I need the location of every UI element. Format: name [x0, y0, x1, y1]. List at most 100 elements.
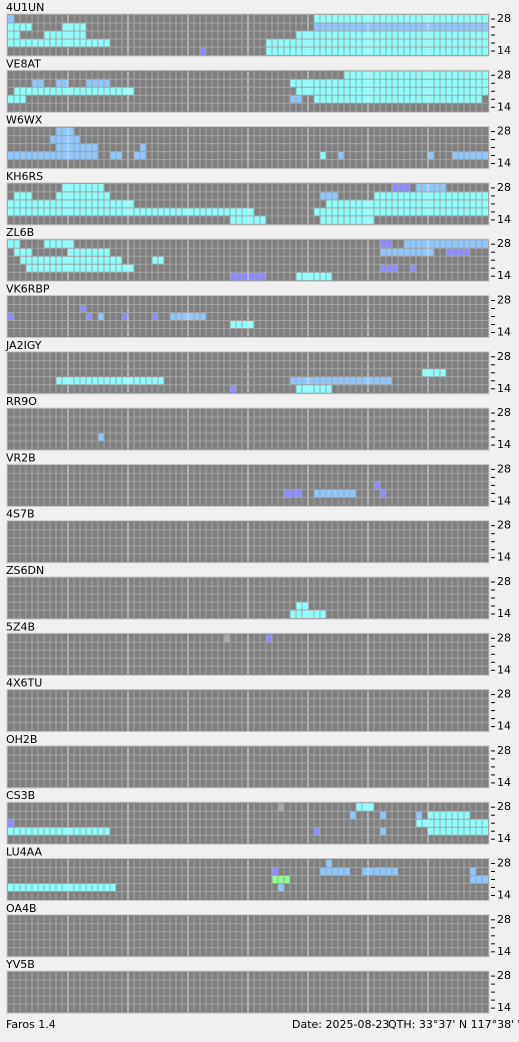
signal-cell: [230, 384, 236, 393]
band-label-bottom: 14: [497, 889, 511, 902]
signal-cell: [374, 191, 488, 200]
band-label-top: 28: [497, 857, 511, 870]
signal-cell: [62, 183, 104, 192]
signal-cell: [20, 256, 122, 265]
band-label-bottom: 14: [497, 100, 511, 113]
signal-cell: [8, 39, 110, 47]
signal-cell: [380, 811, 386, 820]
band-label-top: 28: [497, 519, 511, 532]
beacon-call: YV5B: [5, 958, 35, 971]
signal-cell: [98, 312, 104, 321]
signal-cell: [416, 183, 446, 192]
band-label-bottom: 14: [497, 326, 511, 339]
signal-cell: [68, 248, 110, 257]
band-label-top: 28: [497, 969, 511, 982]
beacon-call: ZL6B: [6, 226, 34, 239]
signal-cell: [272, 875, 290, 884]
signal-cell: [410, 264, 416, 273]
signal-cell: [80, 304, 86, 313]
band-label-bottom: 14: [497, 720, 511, 733]
signal-cell: [320, 151, 326, 160]
band-label-top: 28: [497, 631, 511, 644]
signal-cell: [284, 489, 302, 498]
band-label-top: 28: [497, 575, 511, 588]
beacon-call: W6WX: [6, 114, 43, 127]
band-label-bottom: 14: [497, 551, 511, 564]
beacon-call: LU4AA: [6, 846, 42, 859]
signal-cell: [290, 376, 392, 385]
signal-cell: [272, 867, 278, 876]
signal-cell: [44, 240, 74, 249]
signal-cell: [8, 15, 14, 23]
signal-cell: [314, 23, 488, 31]
band-label-bottom: 14: [497, 438, 511, 451]
band-label-top: 28: [497, 12, 511, 25]
signal-cell: [326, 859, 332, 868]
signal-cell: [392, 183, 410, 192]
beacon-call: OA4B: [6, 902, 37, 915]
signal-cell: [428, 811, 470, 820]
band-label-bottom: 14: [497, 382, 511, 395]
signal-cell: [8, 95, 26, 104]
signal-cell: [320, 191, 338, 200]
signal-cell: [56, 191, 110, 200]
signal-cell: [50, 135, 80, 144]
signal-cell: [200, 47, 206, 55]
band-label-bottom: 14: [497, 494, 511, 507]
beacon-call: VR2B: [6, 451, 36, 464]
band-label-bottom: 14: [497, 663, 511, 676]
band-label-top: 28: [497, 462, 511, 475]
signal-cell: [380, 248, 434, 257]
signal-cell: [14, 191, 32, 200]
signal-cell: [8, 312, 14, 321]
signal-cell: [8, 199, 134, 208]
signal-cell: [356, 803, 374, 812]
beacon-call: KH6RS: [6, 170, 43, 183]
signal-cell: [266, 47, 488, 55]
beacon-call: VK6RBP: [6, 283, 50, 296]
signal-cell: [320, 215, 374, 224]
band-label-top: 28: [497, 294, 511, 307]
band-label-bottom: 14: [497, 607, 511, 620]
beacon-call: 5Z4B: [6, 620, 35, 633]
signal-cell: [278, 883, 284, 892]
signal-cell: [8, 151, 98, 160]
signal-cell: [314, 489, 356, 498]
band-label-top: 28: [497, 350, 511, 363]
beacon-call: VE8AT: [6, 57, 41, 70]
beacon-call: 4S7B: [6, 508, 35, 521]
signal-cell: [326, 199, 488, 208]
signal-cell: [140, 143, 146, 152]
signal-cell: [338, 151, 344, 160]
band-label-top: 28: [497, 913, 511, 926]
signal-cell: [86, 312, 92, 321]
beacon-call: 4U1UN: [6, 1, 44, 14]
signal-cell: [320, 867, 350, 876]
band-label-bottom: 14: [497, 1001, 511, 1014]
signal-cell: [8, 819, 14, 828]
band-label-top: 28: [497, 406, 511, 419]
band-label-top: 28: [497, 237, 511, 250]
signal-cell: [98, 433, 104, 442]
signal-cell: [278, 803, 284, 812]
band-label-bottom: 14: [497, 945, 511, 958]
signal-cell: [8, 827, 110, 836]
band-label-top: 28: [497, 181, 511, 194]
beacon-call: ZS6DN: [6, 564, 44, 577]
signal-cell: [380, 264, 398, 273]
beacon-call: 4X6TU: [6, 677, 42, 690]
signal-cell: [266, 39, 488, 47]
band-label-bottom: 14: [497, 157, 511, 170]
signal-cell: [290, 79, 488, 88]
date: Date: 2025-08-23: [292, 1018, 389, 1031]
band-label-bottom: 14: [497, 832, 511, 845]
signal-cell: [266, 634, 272, 643]
beacon-call: CS3B: [6, 789, 35, 802]
signal-cell: [470, 875, 488, 884]
band-label-bottom: 14: [497, 44, 511, 57]
signal-cell: [374, 481, 380, 490]
beacon-call: JA2IGY: [5, 339, 42, 352]
signal-cell: [122, 312, 128, 321]
signal-cell: [224, 634, 230, 643]
band-label-top: 28: [497, 688, 511, 701]
